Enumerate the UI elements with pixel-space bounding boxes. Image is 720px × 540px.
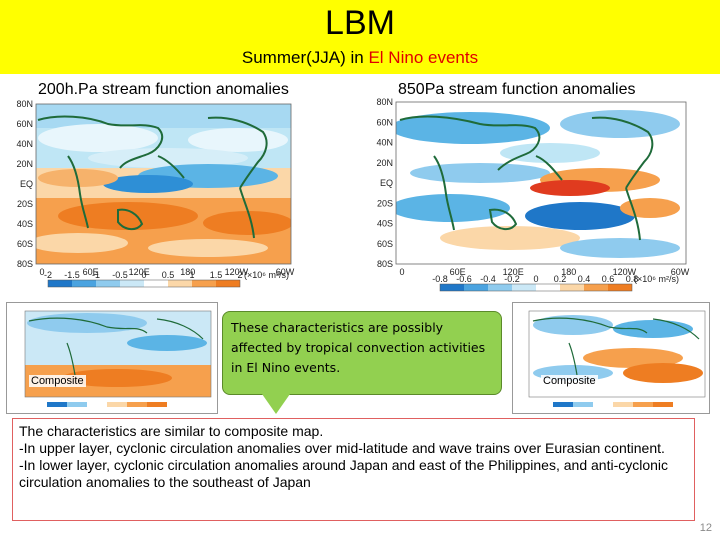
- right-map-svg: 80N 60N 40N 20N EQ 20S 40S 60S 80S 0 60E 120E 180 12…: [376, 98, 690, 292]
- slide-subtitle: Summer(JJA) in El Nino events: [0, 48, 720, 68]
- summary-line-2: -In upper layer, cyclonic circulation an…: [19, 440, 665, 456]
- lon-tick-label: 120E: [503, 267, 524, 277]
- lat-tick-label: 80N: [376, 98, 393, 107]
- right-composite-label: Composite: [541, 375, 598, 387]
- colorbar-tick-label: -1: [92, 270, 100, 280]
- lon-tick-label: 120W: [225, 267, 249, 277]
- lat-tick-label: 20N: [16, 159, 33, 169]
- page-number: 12: [699, 522, 712, 534]
- lon-tick-label: 120E: [129, 267, 150, 277]
- lon-tick-label: 60W: [276, 267, 295, 277]
- colorbar-tick-label: -0.2: [504, 274, 520, 284]
- lon-tick-label: 60W: [671, 267, 690, 277]
- right-map-title: 850Pa stream function anomalies: [398, 81, 636, 98]
- colorbar-tick-label: -1.5: [64, 270, 80, 280]
- colorbar-tick-label: -0.4: [480, 274, 496, 284]
- colorbar-tick-label: 0.8: [626, 274, 639, 284]
- colorbar-tick-label: 0: [141, 270, 146, 280]
- lon-tick-label: 120W: [613, 267, 637, 277]
- right-composite-thumbnail: Composite: [512, 302, 710, 414]
- lat-tick-label: 80S: [17, 259, 33, 269]
- right-thumb-svg: [528, 310, 706, 407]
- lon-tick-label: 0: [399, 267, 404, 277]
- lon-tick-label: 0: [39, 267, 44, 277]
- left-map-figure: 80N 60N 40N 20N EQ 20S 40S 60S 80S 0 60E 120E 180 12…: [8, 98, 298, 298]
- colorbar-unit-label: (×10⁶ m²/s): [634, 274, 679, 284]
- lon-tick-label: 180: [180, 267, 195, 277]
- title-banner: LBM Summer(JJA) in El Nino events: [0, 0, 720, 74]
- colorbar-tick-label: 0.4: [578, 274, 591, 284]
- lat-tick-label: 20N: [376, 158, 393, 168]
- colorbar-tick-label: -2: [44, 270, 52, 280]
- summary-box: The characteristics are similar to compo…: [12, 418, 695, 521]
- left-composite-thumbnail: Composite: [6, 302, 218, 414]
- colorbar-tick-label: 1: [189, 270, 194, 280]
- callout-tail: [262, 394, 290, 414]
- lat-tick-label: 40N: [16, 139, 33, 149]
- lat-tick-label: 60S: [377, 239, 393, 249]
- lon-tick-label: 60E: [450, 267, 466, 277]
- colorbar-tick-label: 1.5: [210, 270, 223, 280]
- colorbar-tick-label: -0.6: [456, 274, 472, 284]
- lat-tick-label: 40N: [376, 138, 393, 148]
- lon-tick-label: 60E: [83, 267, 99, 277]
- colorbar-unit-label: (×10⁶ m²/s): [244, 270, 289, 280]
- lat-tick-label: 80S: [377, 259, 393, 269]
- colorbar-tick-label: -0.5: [112, 270, 128, 280]
- summary-line-3: -In lower layer, cyclonic circulation an…: [19, 457, 669, 490]
- summary-line-1: The characteristics are similar to compo…: [19, 423, 324, 439]
- callout-bubble: These characteristics are possibly affec…: [222, 311, 502, 395]
- left-thumb-svg: [24, 310, 212, 407]
- lat-tick-label: EQ: [20, 179, 33, 189]
- left-composite-label: Composite: [29, 375, 86, 387]
- lat-tick-label: 60N: [376, 117, 393, 127]
- colorbar-tick-label: 2: [237, 270, 242, 280]
- lat-tick-label: 40S: [17, 219, 33, 229]
- right-map-figure: 80N 60N 40N 20N EQ 20S 40S 60S 80S 0 60E 120E 180 12…: [360, 98, 690, 298]
- lat-tick-label: 20S: [17, 199, 33, 209]
- lat-tick-label: 20S: [377, 198, 393, 208]
- lat-tick-label: 60N: [16, 119, 33, 129]
- colorbar-tick-label: 0: [533, 274, 538, 284]
- lat-tick-label: 40S: [377, 219, 393, 229]
- left-map-title: 200h.Pa stream function anomalies: [38, 81, 289, 98]
- colorbar-tick-label: 0.5: [162, 270, 175, 280]
- lat-tick-label: 60S: [17, 239, 33, 249]
- subtitle-prefix: Summer(JJA) in: [241, 48, 369, 67]
- colorbar-tick-label: -0.8: [432, 274, 448, 284]
- colorbar-tick-label: 0.2: [554, 274, 567, 284]
- lon-tick-label: 180: [561, 267, 576, 277]
- lat-tick-label: 80N: [16, 99, 33, 109]
- slide-title: LBM: [325, 4, 395, 42]
- subtitle-accent: El Nino events: [368, 48, 479, 67]
- lat-tick-label: EQ: [380, 178, 393, 188]
- colorbar-tick-label: 0.6: [602, 274, 615, 284]
